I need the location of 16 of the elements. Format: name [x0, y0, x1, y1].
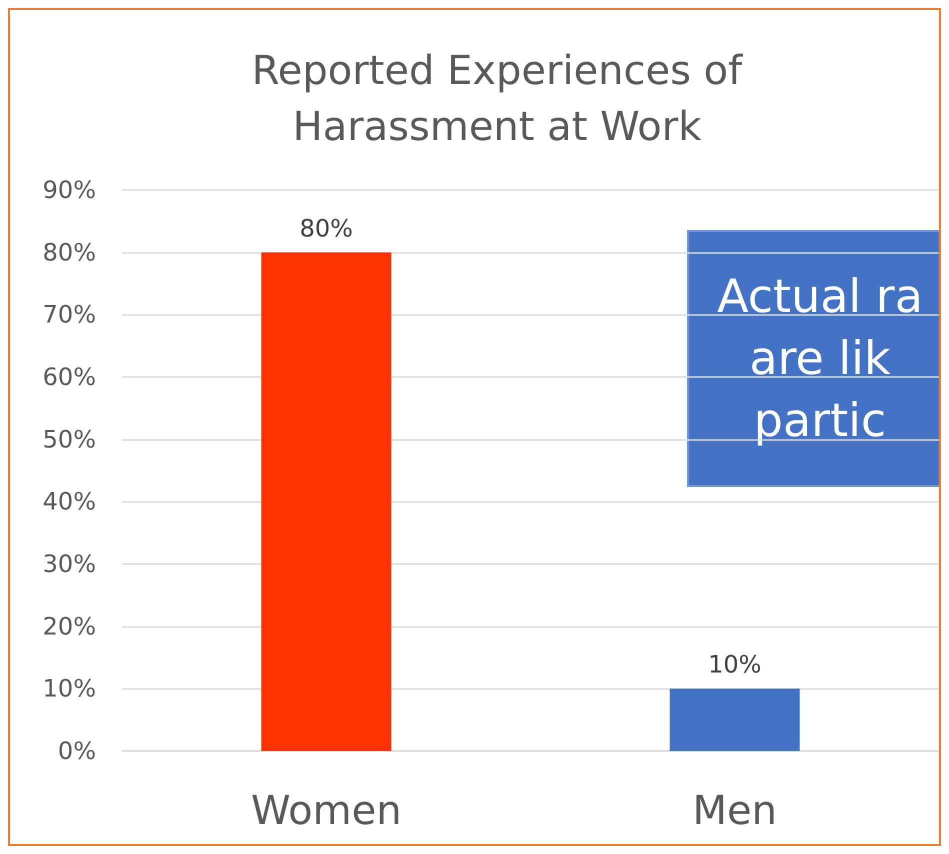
y-tick-label: 40% [42, 488, 96, 516]
y-tick-label: 0% [58, 737, 96, 765]
chart-title: Reported Experiences of Harassment at Work [252, 48, 744, 150]
y-tick-label: 10% [42, 674, 96, 703]
y-tick-label: 30% [42, 550, 96, 578]
y-tick-label: 60% [42, 363, 96, 391]
data-label: 80% [300, 214, 353, 242]
y-tick-label: 20% [42, 612, 96, 640]
x-tick-label: Men [692, 788, 777, 834]
y-tick-label: 70% [42, 300, 96, 329]
data-label: 10% [708, 650, 762, 679]
annotation: Actual ra are lik partic [717, 269, 923, 447]
x-tick-label: Women [250, 788, 402, 834]
y-tick-label: 80% [42, 238, 96, 266]
y-tick-label: 50% [42, 425, 96, 454]
y-tick-label: 90% [42, 176, 96, 204]
